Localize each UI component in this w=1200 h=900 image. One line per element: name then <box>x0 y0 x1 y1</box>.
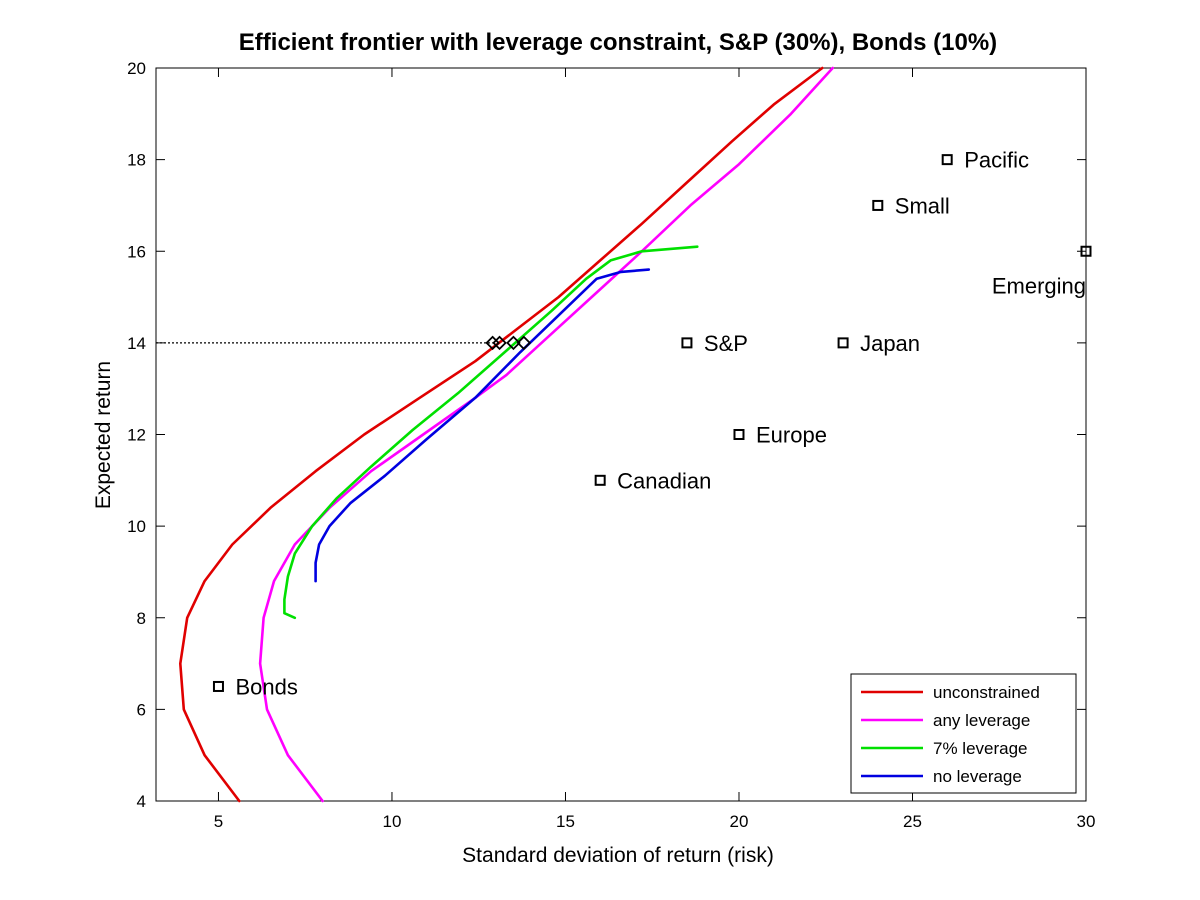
x-axis-label: Standard deviation of return (risk) <box>462 844 774 867</box>
series-line-unconstrained <box>179 66 824 803</box>
y-axis-label: Expected return <box>92 361 115 509</box>
target-diamond-marker <box>516 335 532 351</box>
asset-label: Canadian <box>617 468 711 493</box>
asset-label: Pacific <box>964 148 1029 173</box>
series-line-7-leverage <box>283 245 699 620</box>
asset-marker <box>837 337 849 349</box>
x-tick-label: 5 <box>214 812 223 831</box>
legend: unconstrained any leverage 7% leverage no l… <box>850 673 1077 794</box>
x-tick-label: 25 <box>903 812 922 831</box>
asset-label: Bonds <box>235 674 297 699</box>
series-line-no-leverage <box>314 268 651 583</box>
legend-box <box>850 673 1077 794</box>
x-tick-label: 15 <box>556 812 575 831</box>
x-tick-label: 20 <box>730 812 749 831</box>
asset-label: Japan <box>860 331 920 356</box>
asset-marker <box>941 154 953 166</box>
y-tick-label: 12 <box>127 426 146 445</box>
target-diamond-marker <box>492 335 507 351</box>
legend-entry: no leverage <box>933 767 1022 786</box>
axis-ticks: 5 10 15 20 25 30 4 6 8 10 12 14 16 18 20 <box>127 59 1095 831</box>
y-tick-label: 6 <box>137 700 146 719</box>
asset-marker <box>681 337 693 349</box>
y-tick-label: 8 <box>137 609 146 628</box>
y-tick-label: 10 <box>127 517 146 536</box>
chart-title: Efficient frontier with leverage constra… <box>239 29 997 56</box>
asset-marker <box>594 474 606 486</box>
asset-marker <box>733 429 745 440</box>
legend-entry: unconstrained <box>933 683 1040 702</box>
asset-label: Europe <box>756 423 827 448</box>
asset-label: S&P <box>704 331 748 356</box>
y-tick-label: 16 <box>127 242 146 261</box>
target-markers <box>485 335 532 351</box>
y-tick-label: 4 <box>137 792 146 811</box>
asset-marker <box>872 199 884 211</box>
frontier-series <box>179 66 834 803</box>
x-tick-label: 30 <box>1077 812 1096 831</box>
asset-label: Small <box>895 193 950 218</box>
legend-entry: any leverage <box>933 711 1030 730</box>
asset-marker <box>212 680 224 692</box>
target-diamond-marker <box>506 335 521 351</box>
asset-label: Emerging <box>992 273 1086 298</box>
y-tick-label: 20 <box>127 59 146 78</box>
y-tick-label: 14 <box>127 334 146 353</box>
series-line-any-leverage <box>258 66 834 803</box>
x-tick-label: 10 <box>383 812 402 831</box>
y-tick-label: 18 <box>127 151 146 170</box>
asset-points: Bonds Canadian Europe S&P Japan Small Pacific E… <box>212 148 1092 699</box>
asset-marker <box>1080 245 1092 257</box>
legend-entry: 7% leverage <box>933 739 1028 758</box>
